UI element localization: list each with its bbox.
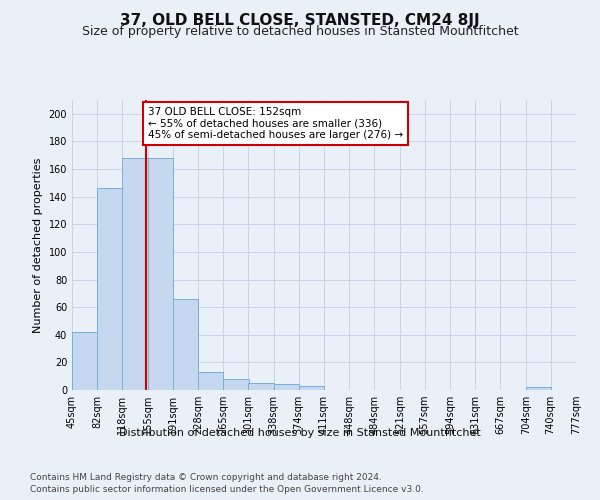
Bar	[248, 383, 274, 390]
Y-axis label: Number of detached properties: Number of detached properties	[33, 158, 43, 332]
Bar	[526, 387, 551, 390]
Text: Distribution of detached houses by size in Stansted Mountfitchet: Distribution of detached houses by size …	[119, 428, 481, 438]
Text: Size of property relative to detached houses in Stansted Mountfitchet: Size of property relative to detached ho…	[82, 25, 518, 38]
Bar	[299, 386, 324, 390]
Bar	[97, 188, 123, 390]
Text: 37 OLD BELL CLOSE: 152sqm
← 55% of detached houses are smaller (336)
45% of semi: 37 OLD BELL CLOSE: 152sqm ← 55% of detac…	[148, 107, 403, 140]
Bar	[173, 299, 198, 390]
Bar	[148, 158, 173, 390]
Bar	[122, 158, 148, 390]
Bar	[223, 379, 249, 390]
Bar	[198, 372, 223, 390]
Bar	[274, 384, 299, 390]
Text: Contains HM Land Registry data © Crown copyright and database right 2024.: Contains HM Land Registry data © Crown c…	[30, 472, 382, 482]
Text: 37, OLD BELL CLOSE, STANSTED, CM24 8JJ: 37, OLD BELL CLOSE, STANSTED, CM24 8JJ	[120, 12, 480, 28]
Text: Contains public sector information licensed under the Open Government Licence v3: Contains public sector information licen…	[30, 485, 424, 494]
Bar	[72, 332, 97, 390]
